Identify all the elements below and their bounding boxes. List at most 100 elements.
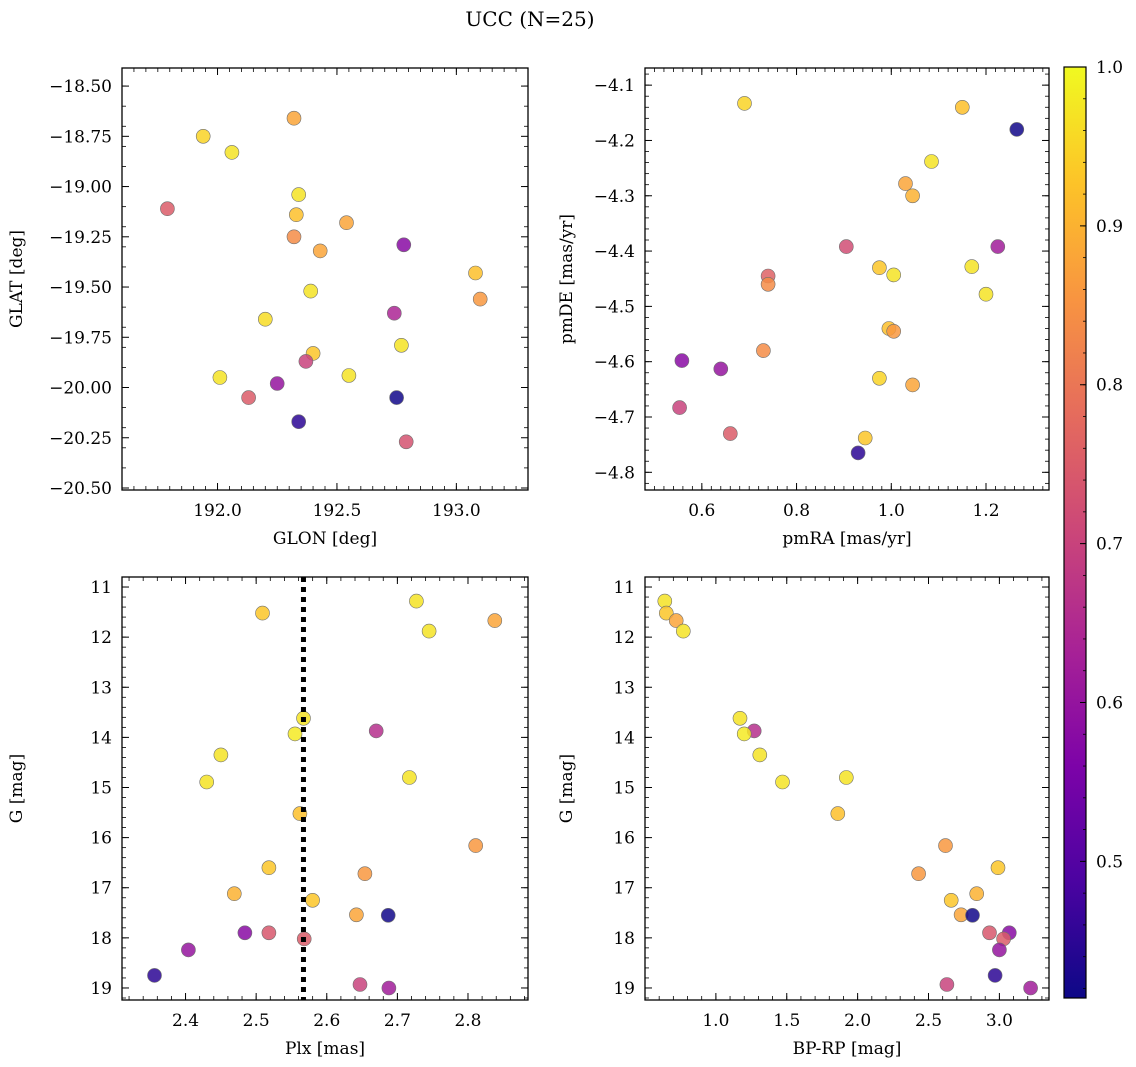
y-tick-label: −4.8 (594, 463, 635, 483)
data-point (990, 860, 1006, 876)
data-point (291, 187, 307, 202)
colorbar-tick-label: 1.0 (1096, 58, 1123, 78)
data-point (261, 860, 277, 876)
data-point (939, 977, 955, 992)
data-point (255, 605, 270, 621)
data-point (938, 838, 953, 853)
scatter-points (160, 110, 488, 450)
y-tick-label: 15 (613, 778, 635, 798)
y-tick-label: −18.50 (49, 77, 112, 97)
data-point (472, 291, 488, 307)
scatter-points (672, 96, 1025, 461)
x-tick-label: 2.4 (172, 1011, 199, 1031)
panel-plx-g: 2.4 2.5 2.6 2.7 2.8 11 12 13 14 15 16 17 18 19 Plx [ma… (7, 576, 529, 1059)
y-tick-label: 12 (90, 628, 112, 648)
data-point (257, 311, 273, 327)
data-point (421, 623, 437, 639)
data-point (850, 445, 866, 461)
data-point (368, 723, 384, 739)
data-point (992, 942, 1007, 958)
data-point (381, 980, 397, 996)
data-point (468, 838, 484, 853)
axes-frame (644, 576, 1050, 1001)
y-tick-label: −20.25 (49, 429, 112, 449)
data-point (305, 892, 320, 908)
data-point (675, 623, 691, 639)
y-tick-label: −20.00 (49, 379, 112, 399)
axes-frame (121, 67, 529, 491)
data-point (674, 353, 690, 368)
data-point (396, 237, 412, 253)
data-point (672, 400, 687, 415)
y-axis-label: G [mag] (7, 754, 27, 823)
data-point (954, 100, 970, 115)
data-point (658, 605, 674, 621)
y-tick-label: 16 (90, 829, 112, 849)
data-point (924, 154, 939, 169)
data-point (181, 942, 196, 958)
data-point (241, 390, 256, 405)
y-tick-label: −19.50 (49, 278, 112, 298)
data-point (261, 925, 277, 941)
data-point (857, 430, 873, 446)
x-tick-label: 1.5 (773, 1011, 800, 1031)
data-point (199, 774, 214, 790)
y-tick-label: 11 (613, 578, 635, 598)
panel-bprp-g: 1.0 1.5 2.0 2.5 3.0 11 12 13 14 15 16 17 18 19 BP-RP [… (557, 576, 1050, 1059)
data-point (213, 747, 229, 763)
data-point (830, 806, 846, 821)
x-tick-label: 3.0 (986, 1011, 1013, 1031)
y-tick-label: −20.50 (49, 479, 112, 499)
data-point (668, 613, 684, 628)
data-point (838, 239, 854, 254)
data-point (349, 907, 364, 923)
data-point (291, 414, 307, 430)
data-point (978, 286, 994, 302)
y-tick-label: 16 (613, 829, 635, 849)
data-point (303, 283, 319, 299)
data-point (380, 907, 396, 923)
x-tick-label: 1.2 (972, 501, 999, 521)
data-point (886, 267, 902, 283)
y-axis-label: G [mag] (557, 754, 577, 823)
data-point (288, 207, 304, 222)
y-axis-label: pmDE [mas/yr] (557, 214, 577, 344)
y-tick-label: 13 (90, 678, 112, 698)
colorbar: 0.5 0.6 0.7 0.8 0.9 1.0 (1063, 58, 1123, 999)
data-point (752, 747, 768, 763)
data-point (237, 925, 253, 941)
x-tick-label: 2.6 (313, 1011, 340, 1031)
data-point (990, 239, 1006, 254)
colorbar-tick-label: 0.7 (1096, 535, 1123, 555)
data-point (195, 129, 211, 144)
data-point (760, 276, 776, 292)
y-axis-label: GLAT [deg] (7, 230, 27, 328)
data-point (298, 354, 314, 369)
x-tick-label: 2.0 (844, 1011, 871, 1031)
data-point (886, 323, 902, 339)
x-tick-label: 1.0 (878, 501, 905, 521)
data-point (1023, 980, 1038, 996)
x-tick-label: 0.8 (783, 501, 810, 521)
data-point (147, 968, 162, 983)
data-point (312, 243, 328, 259)
x-tick-label: 2.5 (243, 1011, 270, 1031)
data-point (224, 145, 240, 160)
data-point (286, 110, 302, 126)
data-point (982, 925, 997, 941)
data-point (905, 377, 920, 393)
y-tick-label: 18 (90, 929, 112, 949)
data-point (872, 370, 887, 386)
x-axis-label: pmRA [mas/yr] (782, 529, 911, 549)
data-point (732, 710, 748, 726)
colorbar-tick-label: 0.6 (1096, 693, 1123, 713)
y-tick-label: −19.00 (49, 178, 112, 198)
data-point (212, 370, 228, 385)
data-point (713, 361, 729, 377)
x-tick-label: 2.8 (454, 1011, 481, 1031)
x-tick-label: 192.0 (193, 501, 242, 521)
y-tick-label: −19.25 (49, 228, 112, 248)
data-point (352, 977, 368, 992)
x-tick-label: 2.7 (384, 1011, 411, 1031)
axes-frame (644, 67, 1050, 491)
